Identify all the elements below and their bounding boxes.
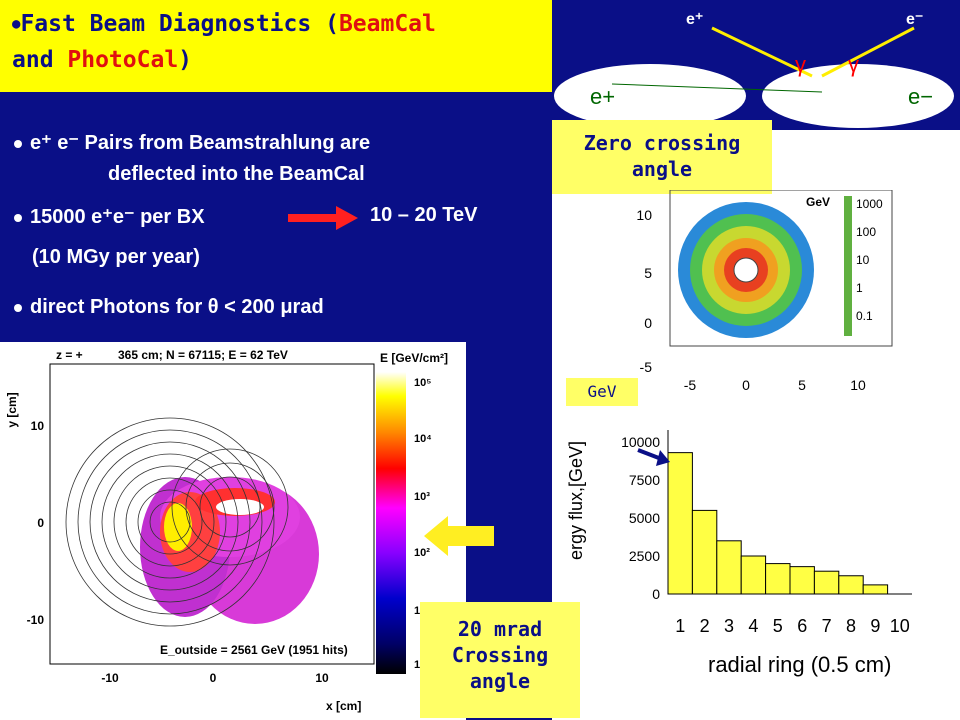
x-tick: 5 bbox=[798, 377, 806, 393]
histogram-y-tick: 0 bbox=[652, 586, 660, 602]
scale-tick: 1 bbox=[856, 281, 863, 295]
gamma-label-right: γ bbox=[848, 52, 859, 77]
histogram-bar bbox=[716, 540, 742, 595]
eplus-top-label: e⁺ bbox=[686, 11, 703, 28]
histogram-bar bbox=[813, 570, 840, 595]
y-tick: 0 bbox=[37, 516, 44, 530]
histogram-x-tick: 8 bbox=[846, 616, 856, 636]
color-bar bbox=[376, 372, 406, 674]
title-photocal: PhotoCal bbox=[67, 47, 179, 73]
beamcal-scale-bar bbox=[844, 196, 852, 336]
gev-label: GeV bbox=[566, 378, 638, 406]
histogram-bar bbox=[667, 452, 693, 595]
title-beamcal: BeamCal bbox=[338, 11, 436, 37]
x-tick: 0 bbox=[210, 671, 217, 685]
eminus-top-label: e⁻ bbox=[906, 11, 923, 28]
bullet-photons: direct Photons for θ < 200 μrad bbox=[14, 296, 324, 319]
x-tick: -5 bbox=[684, 377, 697, 393]
zero-crossing-label: Zero crossing angle bbox=[552, 120, 772, 194]
y-tick: 10 bbox=[31, 419, 45, 433]
y-tick: 0 bbox=[644, 315, 652, 331]
x-tick: 10 bbox=[315, 671, 329, 685]
crossing-angle-label: 20 mrad Crossing angle bbox=[420, 602, 580, 718]
histogram-x-tick: 3 bbox=[724, 616, 734, 636]
scale-tick: 1000 bbox=[856, 197, 883, 211]
color-tick: 10² bbox=[414, 547, 430, 559]
color-tick: 1 bbox=[414, 605, 420, 617]
x-tick: 10 bbox=[850, 377, 866, 393]
histogram-x-tick: 6 bbox=[797, 616, 807, 636]
histogram-x-tick: 1 bbox=[675, 616, 685, 636]
histogram-bar bbox=[789, 566, 815, 595]
bullet-pairs: e⁺ e⁻ Pairs from Beamstrahlung are bbox=[14, 130, 370, 155]
first-ring-arrowhead-icon bbox=[656, 450, 670, 466]
histogram-x-ticks: 1 2 3 4 5 6 7 8 9 10 bbox=[675, 616, 910, 636]
histogram-x-tick: 5 bbox=[773, 616, 783, 636]
scale-tick: 100 bbox=[856, 225, 876, 239]
histogram-y-tick: 5000 bbox=[629, 510, 660, 526]
histogram-bar bbox=[765, 563, 791, 595]
plot-header-z: z = + bbox=[56, 348, 83, 362]
gamma-label-left: γ bbox=[795, 52, 806, 77]
bullet-pairs-cont: deflected into the BeamCal bbox=[108, 163, 365, 185]
collision-diagram: e⁺ e⁻ γ γ e+ e− bbox=[552, 0, 960, 130]
histogram-bars bbox=[667, 452, 889, 595]
histogram-y-label: ergy flux,[GeV] bbox=[566, 441, 586, 560]
eminus-label: e− bbox=[908, 84, 933, 109]
y-tick: -5 bbox=[640, 359, 653, 375]
histogram-x-tick: 4 bbox=[748, 616, 758, 636]
histogram-y-tick: 10000 bbox=[621, 434, 660, 450]
color-tick: 1 bbox=[414, 659, 420, 671]
histogram-y-tick: 2500 bbox=[629, 548, 660, 564]
histogram-bar bbox=[862, 584, 889, 595]
beamcal-gev: GeV bbox=[806, 195, 830, 209]
arrow-left-icon bbox=[424, 516, 494, 556]
outside-energy: E_outside = 2561 GeV (1951 hits) bbox=[160, 643, 348, 657]
eplus-label: e+ bbox=[590, 84, 615, 109]
x-tick: -10 bbox=[101, 671, 119, 685]
bullet-dose: (10 MGy per year) bbox=[32, 246, 200, 268]
x-tick: 0 bbox=[742, 377, 750, 393]
color-tick: 10³ bbox=[414, 491, 430, 503]
left-energy-plot: z = + 365 cm; N = 67115; E = 62 TeV E [G… bbox=[0, 342, 466, 720]
histogram-x-tick: 7 bbox=[822, 616, 832, 636]
histogram-x-tick: 10 bbox=[890, 616, 910, 636]
y-tick: 10 bbox=[636, 207, 652, 223]
histogram-y-ticks: 10000 7500 5000 2500 0 bbox=[621, 434, 660, 602]
color-tick: 10⁴ bbox=[414, 433, 432, 445]
color-scale-label: E [GeV/cm²] bbox=[380, 351, 448, 365]
scale-tick: 10 bbox=[856, 253, 870, 267]
bullet-energy: 10 – 20 TeV bbox=[370, 204, 478, 226]
beamcal-map-plot: GeV 1000 100 10 1 0.1 10 5 0 -5 -5 0 5 1… bbox=[636, 190, 893, 393]
y-axis-label: y [cm] bbox=[5, 392, 19, 427]
x-axis-label: x [cm] bbox=[326, 699, 361, 713]
histogram-bar bbox=[838, 575, 864, 595]
histogram-bar bbox=[740, 555, 767, 595]
histogram-x-label: radial ring (0.5 cm) bbox=[708, 652, 891, 677]
histogram-y-tick: 7500 bbox=[629, 472, 660, 488]
scale-tick: 0.1 bbox=[856, 309, 873, 323]
histogram-bar bbox=[691, 509, 718, 595]
histogram-x-tick: 9 bbox=[870, 616, 880, 636]
histogram-x-tick: 2 bbox=[700, 616, 710, 636]
arrow-right-icon bbox=[288, 206, 358, 230]
y-tick: -10 bbox=[27, 613, 45, 627]
slide-title: ●Fast Beam Diagnostics (BeamCal and Phot… bbox=[0, 0, 552, 92]
plot-header: 365 cm; N = 67115; E = 62 TeV bbox=[118, 348, 288, 362]
color-tick: 10⁵ bbox=[414, 377, 431, 389]
beamcal-rings bbox=[65, 417, 289, 627]
bullet-per-bx: 15000 e⁺e⁻ per BX bbox=[14, 204, 205, 229]
y-tick: 5 bbox=[644, 265, 652, 281]
